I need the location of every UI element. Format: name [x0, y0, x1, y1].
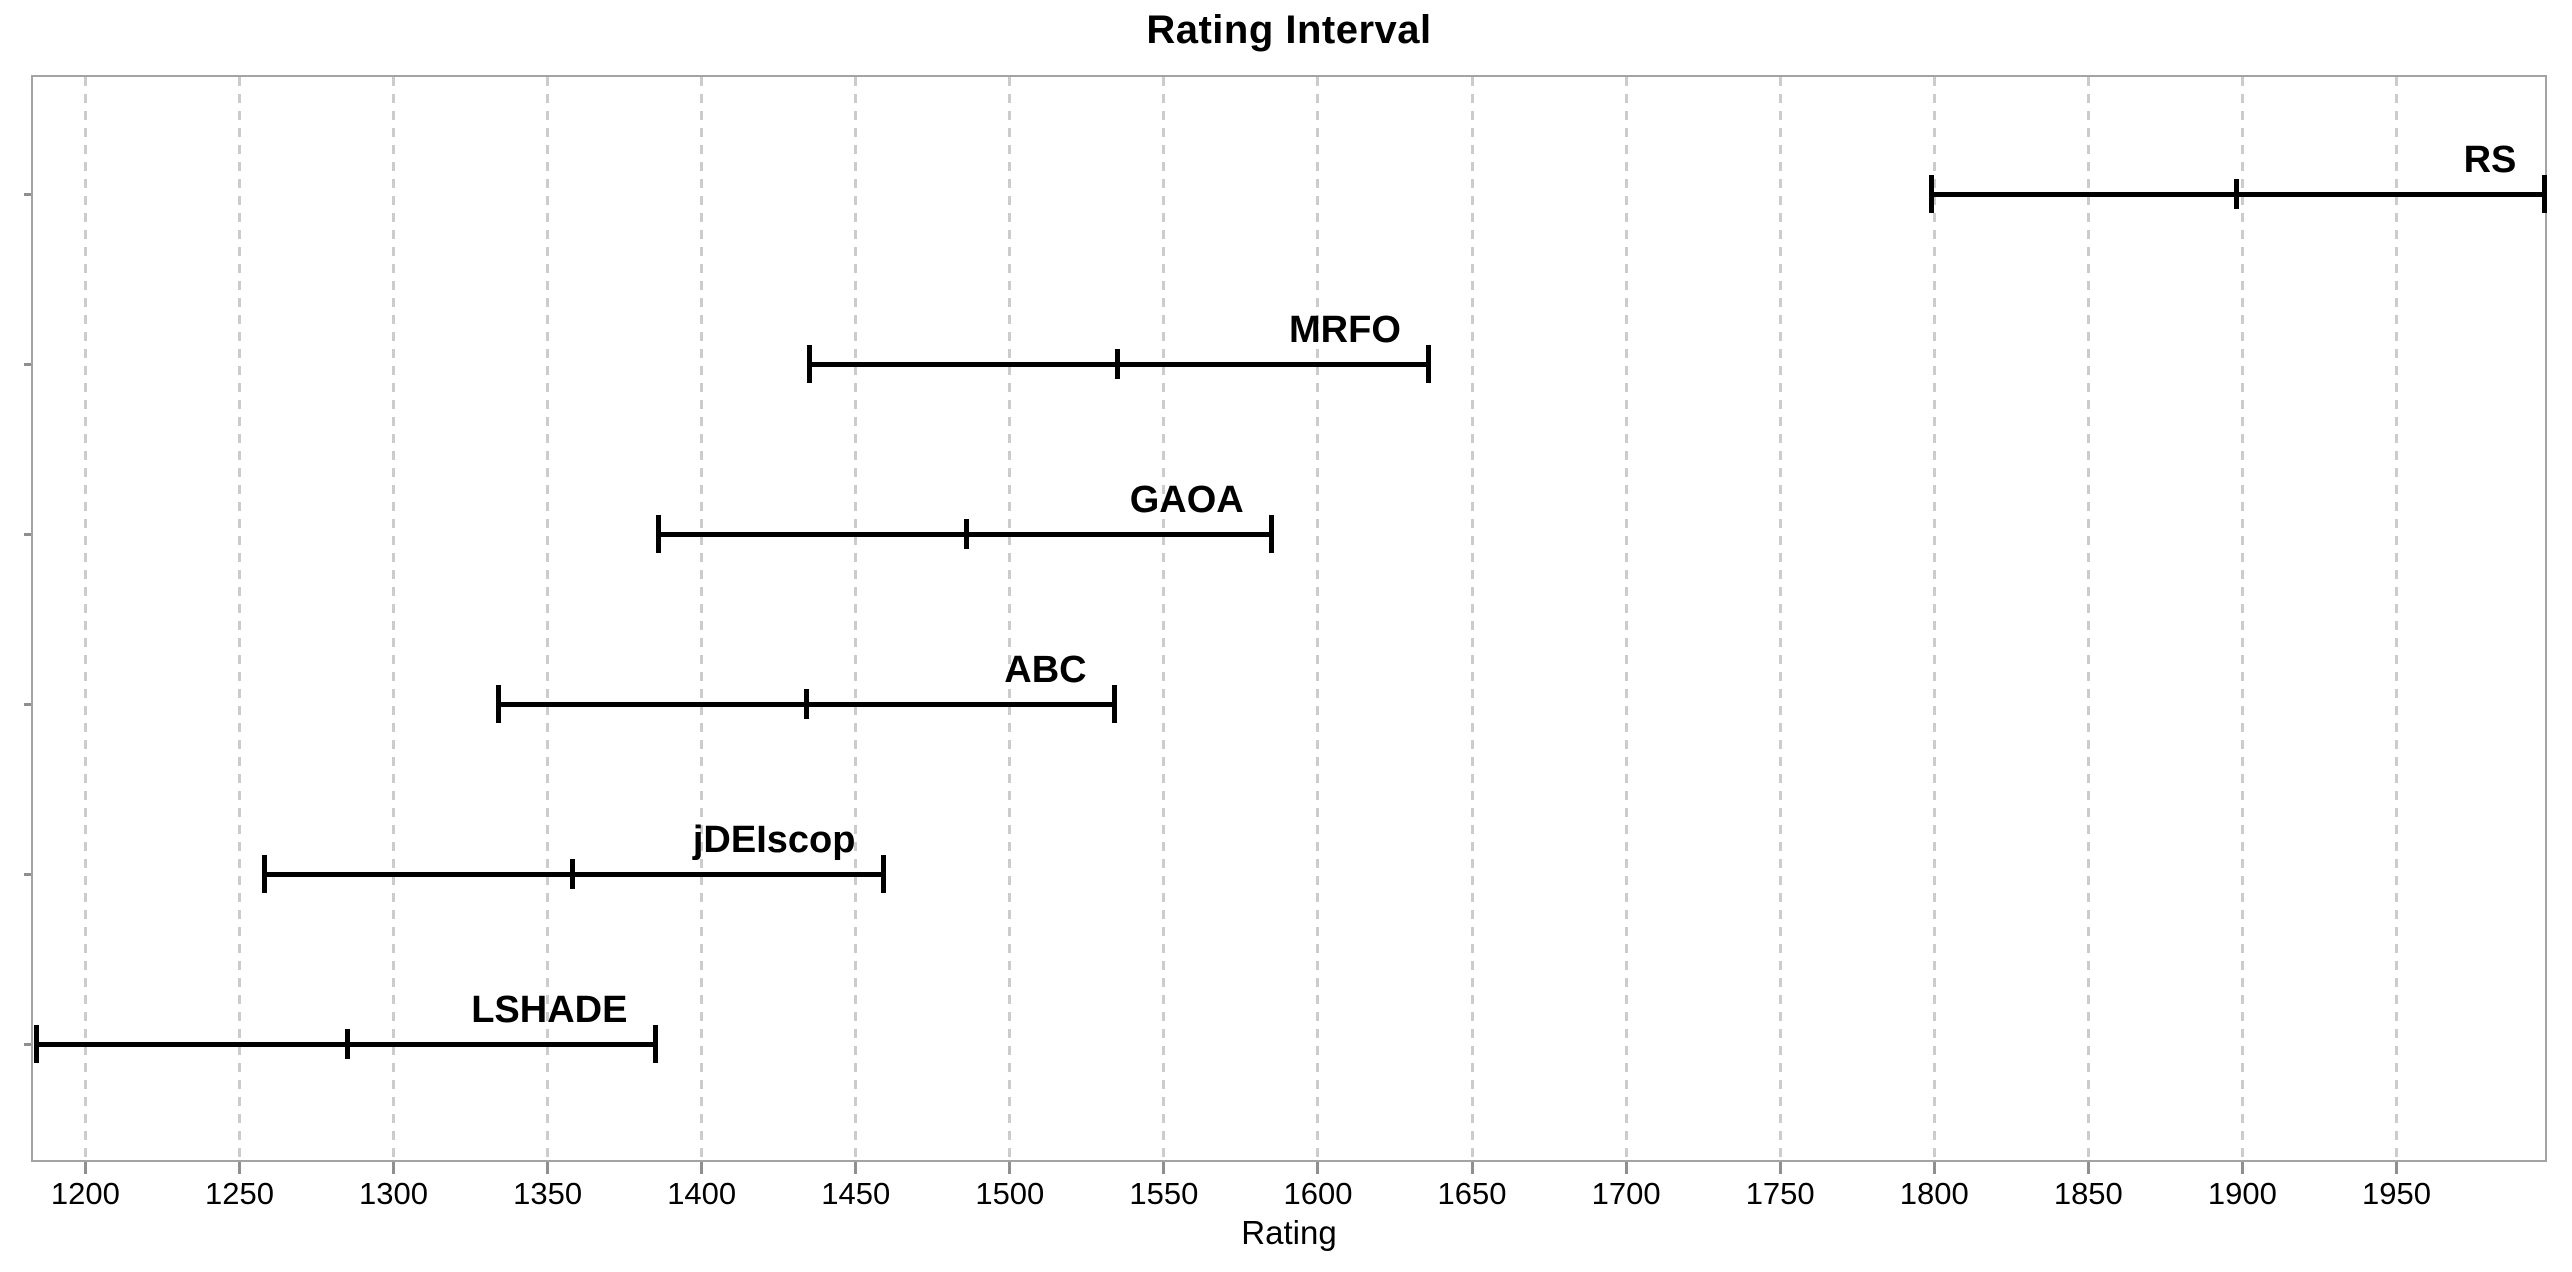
y-axis-tick-RS [24, 192, 31, 196]
x-tick-label-1250: 1250 [204, 1176, 274, 1211]
x-axis-tick-1250 [237, 1162, 241, 1174]
x-axis-tick-1350 [546, 1162, 550, 1174]
gridline-x-1400 [700, 77, 704, 1160]
x-axis-tick-1600 [1316, 1162, 1320, 1174]
gridline-x-1500 [1008, 77, 1012, 1160]
series-label-LSHADE: LSHADE [471, 989, 628, 1031]
x-tick-label-1700: 1700 [1591, 1176, 1661, 1211]
x-tick-label-1950: 1950 [2361, 1176, 2431, 1211]
series-label-jDEIscop: jDEIscop [692, 819, 856, 861]
mid-mark-jDEIscop [569, 859, 575, 889]
y-axis-tick-LSHADE [24, 1042, 31, 1046]
x-axis-label: Rating [1241, 1214, 1337, 1251]
low-cap-LSHADE [33, 1025, 39, 1063]
x-axis-tick-1700 [1624, 1162, 1628, 1174]
y-axis-tick-MRFO [24, 362, 31, 366]
gridline-x-1700 [1624, 77, 1628, 1160]
x-tick-label-1600: 1600 [1283, 1176, 1353, 1211]
x-axis-tick-1300 [392, 1162, 396, 1174]
high-cap-jDEIscop [880, 855, 886, 893]
x-tick-label-1550: 1550 [1129, 1176, 1199, 1211]
high-cap-RS [2541, 175, 2547, 213]
low-cap-jDEIscop [261, 855, 267, 893]
x-axis-tick-1800 [1932, 1162, 1936, 1174]
gridline-x-1200 [83, 77, 87, 1160]
series-label-GAOA: GAOA [1129, 479, 1244, 521]
gridline-x-1300 [392, 77, 396, 1160]
series-label-MRFO: MRFO [1289, 309, 1401, 351]
y-axis-tick-jDEIscop [24, 872, 31, 876]
gridline-x-1800 [1932, 77, 1936, 1160]
x-tick-label-1450: 1450 [821, 1176, 891, 1211]
gridline-x-1250 [237, 77, 241, 1160]
low-cap-ABC [495, 685, 501, 723]
low-cap-GAOA [656, 515, 662, 553]
x-tick-label-1750: 1750 [1745, 1176, 1815, 1211]
mid-mark-MRFO [1115, 349, 1121, 379]
low-cap-MRFO [807, 345, 813, 383]
x-axis-tick-1500 [1008, 1162, 1012, 1174]
y-axis-tick-GAOA [24, 532, 31, 536]
mid-mark-GAOA [964, 519, 970, 549]
gridline-x-1950 [2394, 77, 2398, 1160]
mid-mark-ABC [803, 689, 809, 719]
series-label-ABC: ABC [1004, 649, 1087, 691]
x-tick-label-1350: 1350 [513, 1176, 583, 1211]
gridline-x-1900 [2240, 77, 2244, 1160]
series-label-RS: RS [2463, 139, 2517, 181]
high-cap-GAOA [1269, 515, 1275, 553]
mid-mark-LSHADE [344, 1029, 350, 1059]
x-axis-tick-1550 [1162, 1162, 1166, 1174]
plot-area: 1200 1250 1300 1350 1400 1450 1500 1550 1600 1650… [24, 75, 2547, 1211]
x-axis-tick-1900 [2240, 1162, 2244, 1174]
x-tick-label-1800: 1800 [1899, 1176, 1969, 1211]
x-axis-tick-1850 [2086, 1162, 2090, 1174]
gridline-x-1600 [1316, 77, 1320, 1160]
x-axis-tick-1750 [1778, 1162, 1782, 1174]
gridline-x-1750 [1778, 77, 1782, 1160]
x-tick-label-1200: 1200 [50, 1176, 120, 1211]
gridline-x-1550 [1162, 77, 1166, 1160]
x-axis-tick-1650 [1470, 1162, 1474, 1174]
chart-title: Rating Interval [1146, 8, 1432, 52]
x-tick-label-1850: 1850 [2053, 1176, 2123, 1211]
gridline-x-1850 [2086, 77, 2090, 1160]
gridline-x-1650 [1470, 77, 1474, 1160]
x-tick-label-1400: 1400 [667, 1176, 737, 1211]
high-cap-MRFO [1426, 345, 1432, 383]
high-cap-LSHADE [652, 1025, 658, 1063]
x-tick-label-1650: 1650 [1437, 1176, 1507, 1211]
x-axis-tick-1400 [700, 1162, 704, 1174]
x-axis-tick-1200 [83, 1162, 87, 1174]
x-tick-label-1900: 1900 [2207, 1176, 2277, 1211]
gridline-x-1350 [546, 77, 550, 1160]
y-axis-tick-ABC [24, 702, 31, 706]
mid-mark-RS [2233, 179, 2239, 209]
x-axis-tick-1450 [854, 1162, 858, 1174]
x-tick-label-1300: 1300 [359, 1176, 428, 1211]
x-tick-label-1500: 1500 [975, 1176, 1045, 1211]
low-cap-RS [1928, 175, 1934, 213]
high-cap-ABC [1112, 685, 1118, 723]
gridline-x-1450 [854, 77, 858, 1160]
x-axis-tick-1950 [2394, 1162, 2398, 1174]
